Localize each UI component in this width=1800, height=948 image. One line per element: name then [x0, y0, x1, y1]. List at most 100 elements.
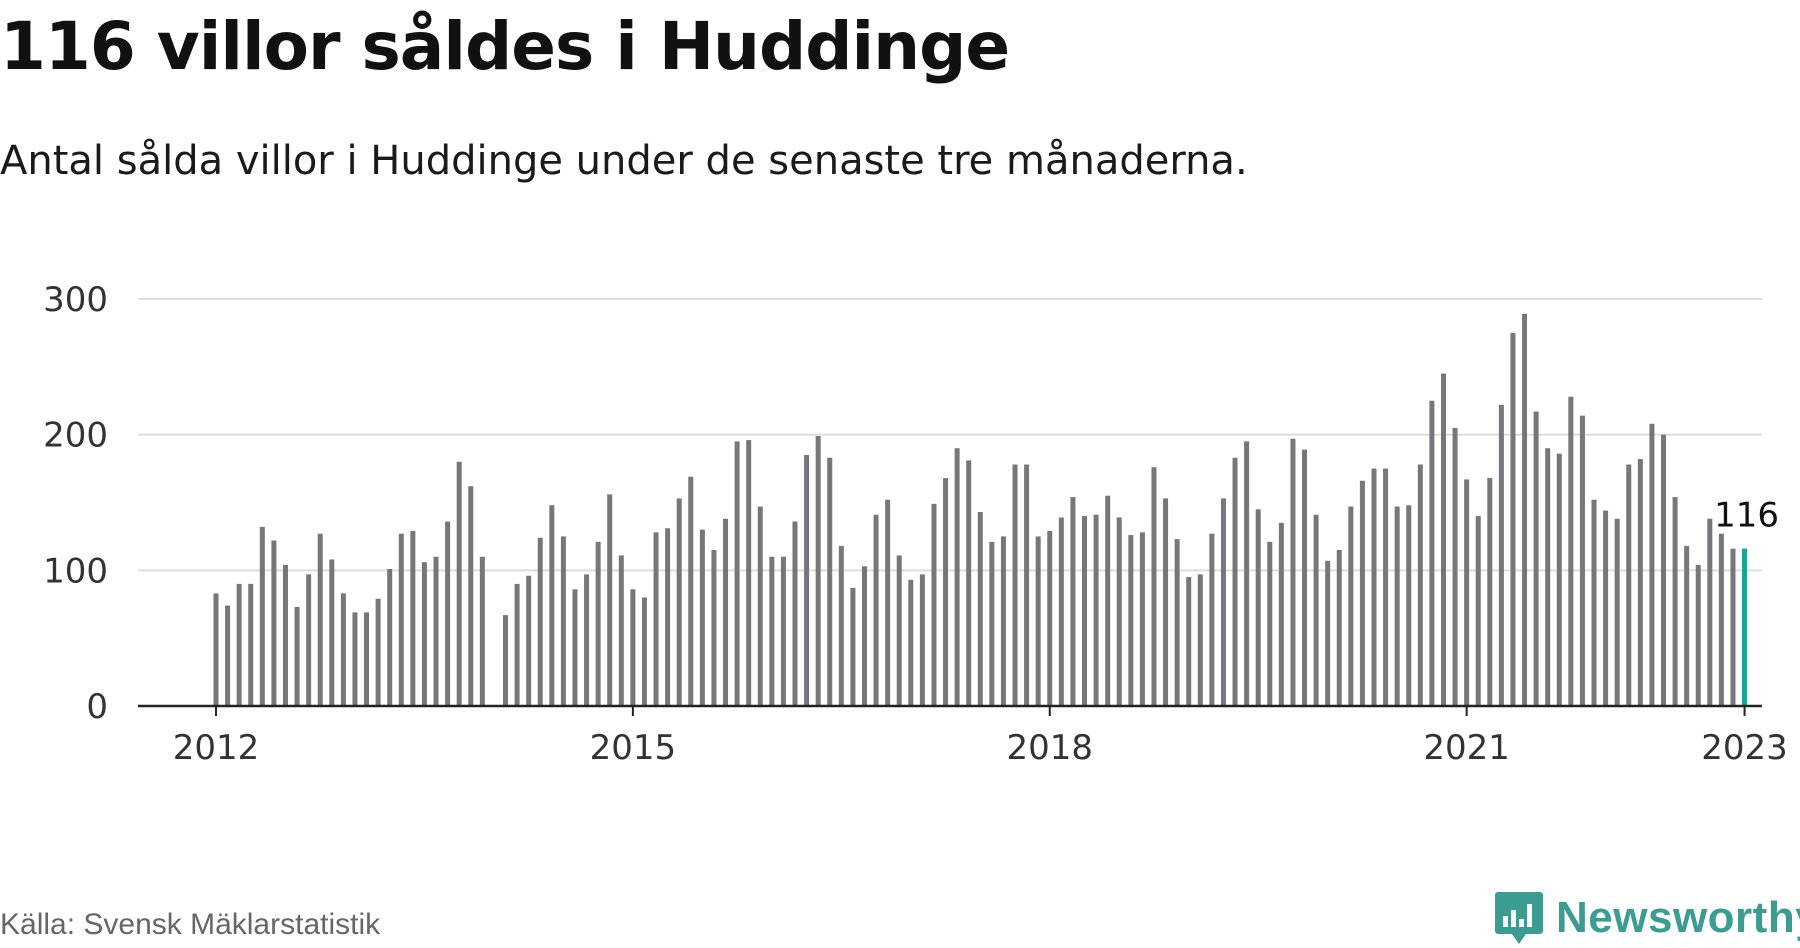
bar	[329, 559, 335, 706]
bar	[653, 532, 659, 706]
bar	[387, 568, 393, 706]
bar	[1348, 506, 1354, 706]
bar	[1429, 400, 1435, 706]
bar	[1498, 404, 1504, 706]
bar	[433, 556, 439, 706]
bar	[236, 583, 242, 706]
bar	[943, 478, 949, 706]
bar	[688, 476, 694, 706]
bar	[1139, 532, 1145, 706]
bar	[919, 574, 925, 706]
bar	[757, 506, 763, 706]
bar	[1649, 423, 1655, 706]
bar	[1325, 560, 1331, 706]
bar	[549, 505, 555, 706]
bar	[1626, 464, 1632, 706]
bar	[1579, 415, 1585, 706]
bar	[225, 605, 231, 706]
bar	[572, 589, 578, 706]
bar	[1151, 467, 1157, 706]
bar	[769, 556, 775, 706]
bar	[850, 587, 856, 706]
bar	[398, 533, 404, 706]
bar	[931, 503, 937, 706]
bar	[885, 499, 891, 706]
bar-highlight	[1742, 548, 1748, 706]
bar	[1707, 518, 1713, 706]
bar	[1290, 438, 1296, 706]
bar	[1556, 453, 1562, 706]
bar	[1093, 514, 1099, 706]
bar	[711, 549, 717, 706]
bar	[537, 537, 543, 706]
bar	[410, 530, 416, 706]
bar	[1047, 530, 1053, 706]
bar	[1371, 468, 1377, 706]
bar	[1475, 516, 1481, 706]
bar	[1232, 457, 1238, 706]
bar	[456, 461, 462, 706]
bar	[1024, 464, 1030, 706]
chart-subtitle: Antal sålda villor i Huddinge under de s…	[0, 138, 1248, 184]
bar	[815, 436, 821, 706]
bar	[1359, 480, 1365, 706]
bar	[1012, 464, 1018, 706]
bar	[445, 521, 451, 706]
bar	[966, 460, 972, 706]
bar	[1244, 441, 1250, 706]
bar	[1082, 516, 1087, 706]
bar	[1302, 449, 1308, 706]
bar	[1637, 459, 1643, 706]
bar	[780, 556, 786, 706]
bar	[595, 541, 601, 706]
bar	[1174, 539, 1180, 706]
bar	[861, 566, 867, 706]
y-tick-label: 200	[43, 416, 108, 456]
bar	[989, 541, 995, 706]
bar	[479, 556, 485, 706]
bar	[1522, 313, 1528, 706]
bar	[1661, 434, 1666, 706]
brand-logo[interactable]: Newsworthy	[1494, 888, 1800, 948]
bar	[1614, 518, 1620, 706]
bar	[1695, 564, 1701, 706]
bar	[804, 455, 810, 706]
bar	[1128, 535, 1134, 706]
bar	[1568, 396, 1574, 706]
bar	[630, 589, 636, 706]
bar	[1336, 549, 1342, 706]
bar	[1591, 499, 1597, 706]
bar	[746, 440, 752, 706]
bar	[665, 528, 671, 706]
bar	[1105, 495, 1111, 706]
bar	[584, 574, 590, 706]
bar	[641, 597, 647, 706]
bar	[1163, 498, 1169, 706]
bar	[1394, 506, 1400, 706]
bar	[1672, 497, 1678, 706]
bar	[248, 583, 254, 706]
bar	[908, 579, 914, 706]
bar	[676, 498, 682, 706]
bar	[1383, 468, 1389, 706]
bar	[317, 533, 323, 706]
bar	[468, 486, 474, 706]
x-tick-label: 2023	[1701, 728, 1788, 768]
x-tick-label: 2021	[1423, 728, 1510, 768]
bar	[1070, 497, 1076, 706]
bar	[503, 615, 508, 706]
chart-title: 116 villor såldes i Huddinge	[0, 8, 1010, 85]
bar	[1406, 505, 1412, 706]
bar	[421, 562, 427, 706]
brand-name: Newsworthy	[1556, 893, 1800, 942]
bar	[838, 545, 844, 706]
bar	[607, 494, 613, 706]
bar	[1452, 427, 1458, 706]
bar	[1267, 541, 1273, 706]
bar	[1730, 548, 1736, 706]
bar	[873, 514, 879, 706]
x-tick-label: 2018	[1006, 728, 1093, 768]
bar	[1684, 545, 1690, 706]
bar	[1116, 517, 1122, 706]
